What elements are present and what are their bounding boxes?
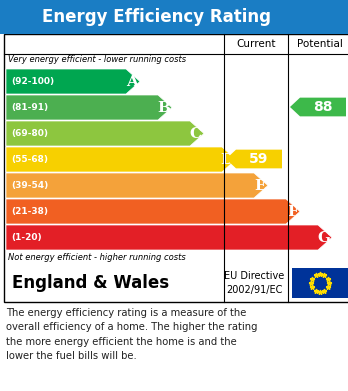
Text: 59: 59 xyxy=(249,152,269,166)
Text: G: G xyxy=(317,231,330,244)
Text: (1-20): (1-20) xyxy=(11,233,42,242)
Bar xyxy=(0,0,348,34)
Text: (55-68): (55-68) xyxy=(11,155,48,164)
Polygon shape xyxy=(290,98,346,117)
Text: B: B xyxy=(157,100,170,115)
Bar xyxy=(4,34,348,302)
Text: The energy efficiency rating is a measure of the
overall efficiency of a home. T: The energy efficiency rating is a measur… xyxy=(6,308,258,361)
Text: (39-54): (39-54) xyxy=(11,181,48,190)
Text: (92-100): (92-100) xyxy=(11,77,54,86)
Text: 88: 88 xyxy=(313,100,333,114)
Text: Potential: Potential xyxy=(297,39,343,49)
Polygon shape xyxy=(6,121,204,146)
Text: England & Wales: England & Wales xyxy=(12,274,169,292)
Polygon shape xyxy=(6,95,172,120)
Text: (69-80): (69-80) xyxy=(11,129,48,138)
Text: Not energy efficient - higher running costs: Not energy efficient - higher running co… xyxy=(8,253,186,262)
Text: C: C xyxy=(190,127,202,140)
Polygon shape xyxy=(6,225,332,250)
Text: EU Directive
2002/91/EC: EU Directive 2002/91/EC xyxy=(224,271,284,294)
Polygon shape xyxy=(6,199,300,224)
Polygon shape xyxy=(6,69,140,94)
Text: D: D xyxy=(221,152,234,167)
Polygon shape xyxy=(6,147,236,172)
Text: A: A xyxy=(126,75,138,88)
Text: (21-38): (21-38) xyxy=(11,207,48,216)
Text: Energy Efficiency Rating: Energy Efficiency Rating xyxy=(42,8,271,26)
Text: Current: Current xyxy=(236,39,276,49)
Bar xyxy=(292,268,348,298)
Text: (81-91): (81-91) xyxy=(11,103,48,112)
Text: E: E xyxy=(254,179,266,192)
Text: Very energy efficient - lower running costs: Very energy efficient - lower running co… xyxy=(8,56,186,65)
Polygon shape xyxy=(226,150,282,169)
Text: F: F xyxy=(287,204,298,219)
Polygon shape xyxy=(6,173,268,198)
